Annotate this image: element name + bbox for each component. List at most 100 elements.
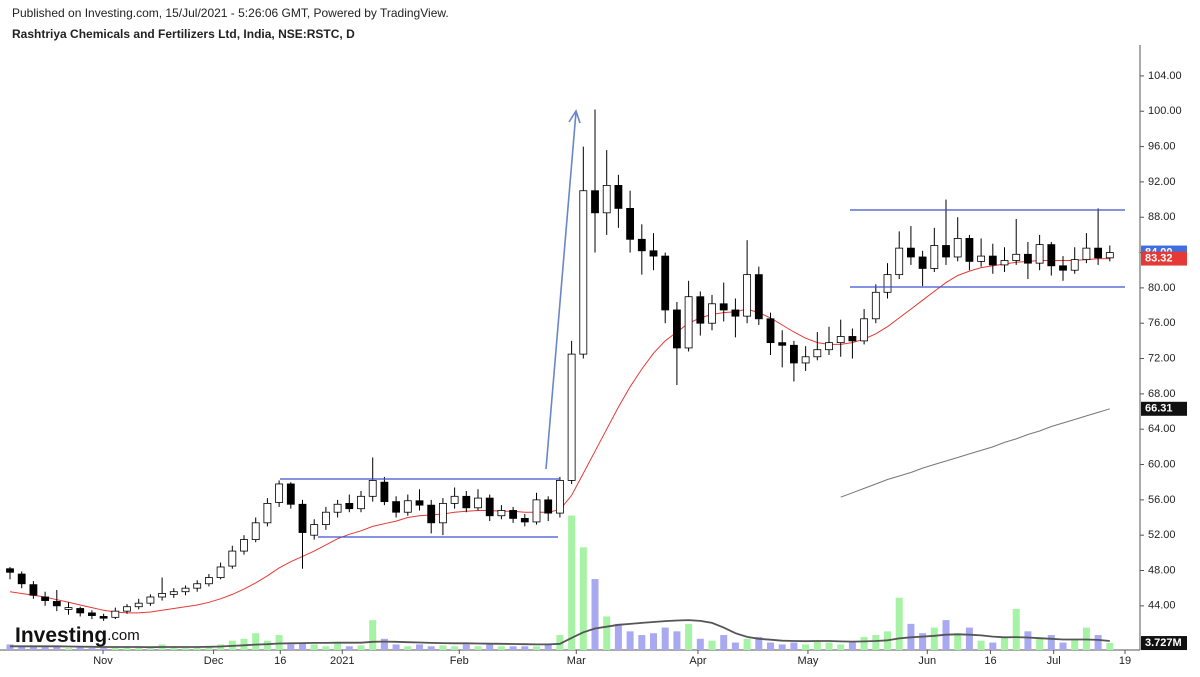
volume-bar — [287, 644, 295, 650]
candle-body — [403, 500, 412, 513]
volume-bar — [848, 642, 856, 650]
candle-body — [240, 539, 248, 552]
volume-bar — [123, 647, 131, 650]
volume-bar — [1047, 635, 1055, 650]
candle-body — [228, 550, 237, 567]
volume-bar — [1012, 608, 1020, 650]
volume-bar — [778, 644, 786, 650]
candle-body — [907, 247, 915, 258]
candle-body — [450, 495, 459, 504]
candle-body — [204, 577, 213, 585]
x-tick-label: Mar — [567, 655, 586, 667]
candle-body — [509, 510, 518, 519]
candle-body — [286, 483, 295, 505]
candle-body — [1070, 259, 1079, 271]
candle-body — [17, 573, 26, 585]
candle-body — [169, 591, 178, 595]
candle-body — [123, 606, 131, 612]
price-tag-label: 66.31 — [1145, 403, 1173, 415]
candle-body — [953, 238, 962, 258]
volume-bar — [965, 627, 973, 650]
volume-bar — [790, 642, 798, 650]
candle-body — [579, 190, 588, 355]
candle-body — [1047, 244, 1056, 267]
candle-body — [754, 274, 763, 320]
volume-bar — [919, 633, 927, 650]
y-tick-label: 56.00 — [1148, 494, 1176, 506]
candle-body — [672, 309, 681, 349]
candle-body — [263, 502, 272, 524]
candle-body — [368, 480, 377, 497]
candle-body — [965, 238, 974, 262]
candle-body — [333, 503, 342, 513]
volume-bar — [1036, 638, 1044, 650]
candle-body — [532, 499, 541, 523]
volume-bar — [544, 644, 552, 650]
candle-body — [942, 245, 950, 258]
candle-body — [520, 518, 529, 523]
arrow-head — [568, 109, 581, 124]
volume-bar — [720, 635, 728, 650]
volume-bar — [802, 644, 810, 650]
candle-body — [146, 596, 155, 604]
x-tick-label: Jun — [918, 655, 936, 667]
y-tick-label: 100.00 — [1148, 105, 1182, 117]
volume-bar — [649, 633, 658, 650]
candle-body — [801, 356, 810, 364]
volume-bar — [603, 616, 611, 650]
volume-bar — [298, 642, 307, 650]
volume-bar — [591, 579, 599, 650]
published-line: Published on Investing.com, 15/Jul/2021 … — [12, 6, 449, 20]
candle-body — [825, 342, 833, 351]
candle-body — [614, 185, 623, 209]
candle-body — [310, 524, 319, 536]
candle-body — [275, 483, 284, 503]
logo-suffix: .com — [107, 627, 140, 644]
volume-bar — [111, 647, 119, 650]
candle-body — [392, 501, 401, 513]
volume-bar — [170, 647, 178, 650]
volume-bar — [860, 636, 868, 650]
volume-bar — [509, 646, 517, 650]
price-pane — [6, 109, 1114, 621]
candle-body — [778, 342, 787, 346]
candle-body — [427, 504, 436, 524]
volume-bar — [626, 631, 634, 650]
logo: Investing.com — [15, 624, 140, 647]
candle-body — [87, 612, 96, 616]
y-tick-label: 60.00 — [1148, 458, 1176, 470]
candle-body — [29, 584, 38, 596]
volume-bar — [977, 640, 985, 650]
candle-body — [567, 353, 576, 481]
candle-body — [380, 481, 389, 503]
volume-bar — [404, 646, 412, 650]
volume-bar — [568, 515, 576, 650]
candle-body — [1082, 247, 1091, 261]
volume-bar — [369, 620, 377, 650]
volume-pane — [6, 515, 1114, 650]
x-tick-label: Nov — [93, 655, 113, 667]
candle-body — [497, 510, 506, 517]
volume-bar — [392, 644, 400, 650]
y-tick-label: 68.00 — [1148, 388, 1176, 400]
drawings — [280, 109, 1125, 538]
candle-body — [602, 185, 611, 214]
volume-bar — [345, 646, 353, 650]
y-tick-label: 48.00 — [1148, 564, 1176, 576]
volume-bar — [193, 647, 201, 650]
volume-bar — [146, 648, 154, 650]
volume-bar — [88, 648, 96, 650]
candle-body — [357, 495, 365, 510]
x-tick-label: 16 — [274, 655, 286, 667]
volume-bar — [930, 627, 938, 650]
volume-bar — [579, 547, 587, 650]
volume-bar — [661, 627, 669, 650]
candle-body — [134, 602, 143, 608]
volume-bar — [673, 631, 681, 650]
x-tick-label: 2021 — [330, 655, 354, 667]
candle-body — [1024, 253, 1032, 264]
volume-bar — [64, 648, 73, 650]
candle-body — [813, 349, 822, 358]
price-tag-label: 83.32 — [1145, 252, 1173, 264]
volume-bar — [334, 642, 342, 650]
